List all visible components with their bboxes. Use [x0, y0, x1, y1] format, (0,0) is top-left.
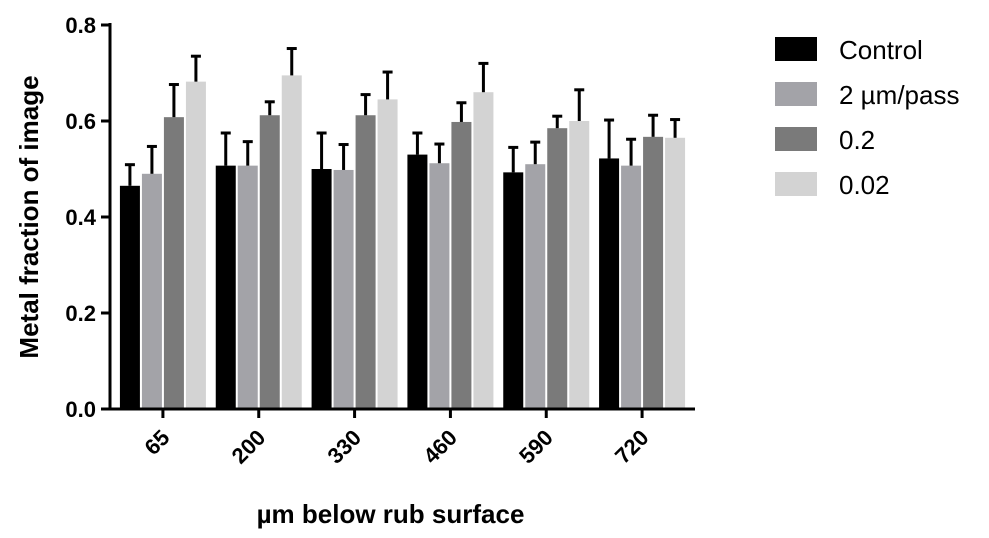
bar [141, 173, 162, 409]
bar [525, 164, 546, 409]
legend-label: 2 µm/pass [839, 80, 959, 110]
legend-swatch [775, 82, 817, 106]
bar [355, 115, 376, 410]
x-axis-title: µm below rub surface [257, 499, 525, 529]
bar [569, 121, 590, 409]
y-tick-label: 0.2 [65, 301, 96, 326]
bar [333, 169, 354, 409]
y-tick-label: 0.4 [65, 205, 96, 230]
bar [237, 165, 258, 409]
bar [599, 158, 620, 409]
bar [503, 172, 524, 409]
bar [311, 169, 332, 409]
bar [163, 117, 184, 409]
bar [429, 163, 450, 409]
legend-swatch [775, 37, 817, 61]
y-tick-label: 0.0 [65, 397, 96, 422]
legend: Control 2 µm/pass 0.2 0.02 [775, 35, 959, 200]
bar [119, 185, 140, 409]
bar [407, 154, 428, 409]
y-axis-title: Metal fraction of image [14, 75, 44, 358]
bar [377, 99, 398, 410]
legend-label: Control [839, 35, 923, 65]
x-tick-label: 65 [139, 425, 174, 460]
bar [621, 165, 642, 409]
bar [643, 136, 664, 409]
bar [665, 137, 686, 410]
legend-label: 0.2 [839, 125, 875, 155]
x-tick-label: 200 [227, 425, 271, 469]
x-tick-label: 590 [514, 425, 558, 469]
bar [281, 75, 302, 410]
y-ticks: 0.0 0.2 0.4 0.6 0.8 [65, 13, 110, 422]
legend-swatch [775, 127, 817, 151]
bar [185, 81, 206, 409]
y-tick-label: 0.8 [65, 13, 96, 38]
legend-label: 0.02 [839, 170, 890, 200]
bar [547, 128, 568, 409]
bar [451, 121, 472, 410]
x-tick-label: 330 [322, 425, 366, 469]
bar [215, 165, 236, 409]
bar [473, 92, 494, 409]
bar [259, 115, 280, 410]
x-tick-label: 460 [418, 425, 462, 469]
x-tick-label: 720 [610, 425, 654, 469]
x-ticks: 65 200 330 460 590 720 [139, 409, 654, 469]
y-tick-label: 0.6 [65, 109, 96, 134]
bars-layer [119, 75, 686, 410]
legend-swatch [775, 172, 817, 196]
error-bars-layer [124, 47, 681, 186]
